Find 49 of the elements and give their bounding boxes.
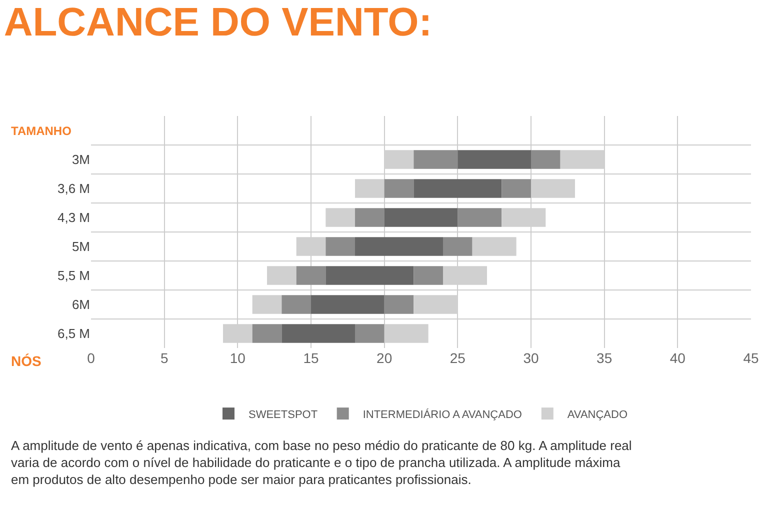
y-tick-label: 6M [72,297,90,312]
legend-label: INTERMEDIÁRIO A AVANÇADO [362,408,522,421]
bar [311,295,384,314]
bar [326,266,414,285]
bar [414,150,458,169]
x-tick-label: 10 [230,350,246,366]
y-tick-label: 4,3 M [57,210,90,226]
legend-label: AVANÇADO [567,408,628,421]
bar [252,324,282,343]
bar [458,150,531,169]
bar [355,208,384,227]
bar [252,295,282,314]
x-tick-label: 30 [523,350,539,366]
bar [414,179,502,198]
bar [414,266,443,285]
bar [472,237,516,256]
x-tick-label: 45 [743,350,759,366]
y-tick-label: 5M [72,239,90,254]
x-tick-label: 40 [670,350,686,366]
legend-label: SWEETSPOT [248,408,318,421]
x-tick-label: 35 [596,350,612,366]
text: A amplitude de vento é apenas indicativa, com base no peso médio do praticante de 80 kg. A amplitude real varia de acordo com o nível de habilidade do praticante e o tipo de prancha utilizada. A amplitude máxima em produtos de alto desempenho pode ser maior para praticantes profissionais. [11,438,632,487]
bar [282,324,355,343]
y-tick-label: 6,5 M [57,326,90,342]
x-tick-label: 15 [303,350,319,366]
bar [296,266,326,285]
bar [458,208,502,227]
chart-title: ALCANCE DO VENTO: [4,0,432,45]
bar [355,324,384,343]
bar [384,295,414,314]
y-tick-label: 3,6 M [57,181,90,196]
bar [384,179,414,198]
x-tick-label: 25 [450,350,466,366]
bar [326,208,355,227]
x-tick-label: 5 [160,350,168,366]
y-axis-title: TAMANHO [11,124,72,138]
bar [282,295,311,314]
bar [443,237,472,256]
bar [267,266,296,285]
bar [384,208,458,227]
y-tick-label: 3M [72,152,90,168]
bar [326,237,355,256]
x-axis-title: NÓS [11,353,42,369]
bar [355,237,443,256]
x-tick-label: 20 [376,350,392,366]
bar [531,150,560,169]
x-tick-label: 0 [87,350,96,366]
bar [502,179,531,198]
y-tick-label: 5,5 M [57,268,90,284]
